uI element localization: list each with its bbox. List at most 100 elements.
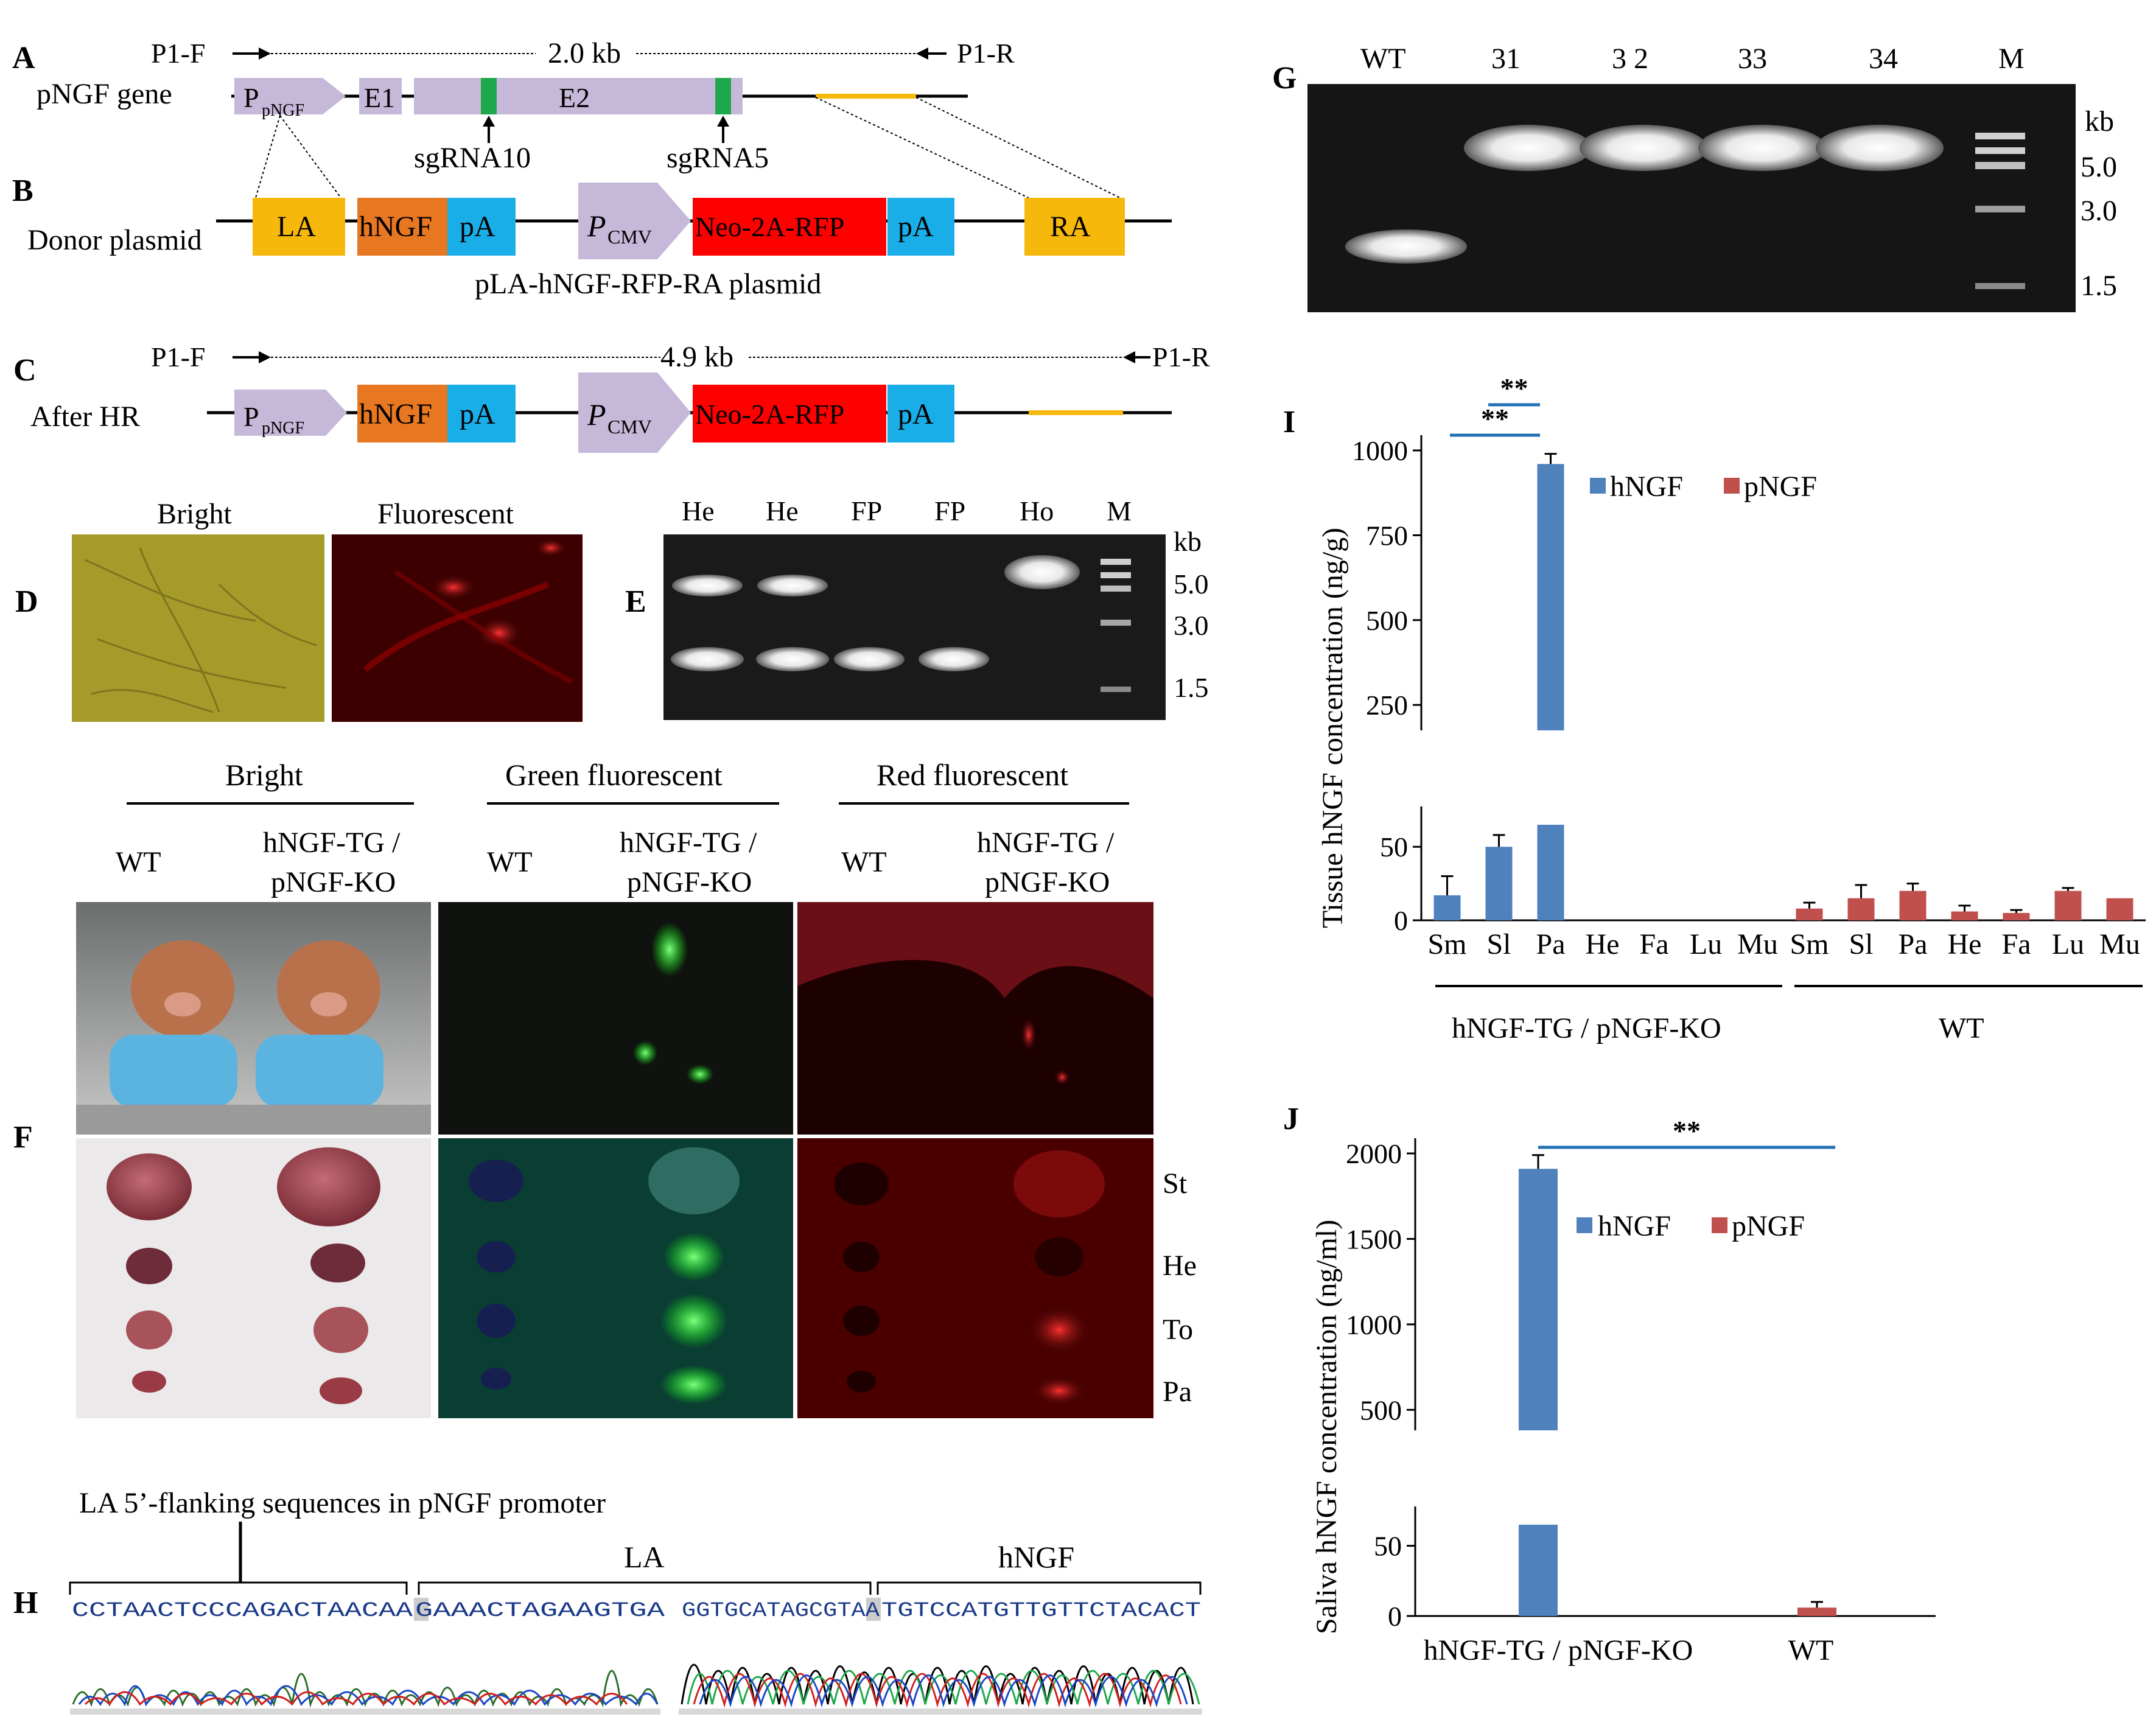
promoter-sub-c: pNGF: [262, 419, 304, 438]
chart-i-ylabel: Tissue hNGF concentration (ng/g): [1317, 528, 1349, 928]
panel-e: E He He FP FP Ho M kb 5.0 3.0: [625, 495, 1209, 720]
gel-e-lane-2: He: [766, 495, 799, 526]
tg-label-2: hNGF-TG /: [620, 827, 757, 859]
tg-label-3: hNGF-TG /: [977, 827, 1115, 859]
panel-letter-i: I: [1283, 405, 1295, 439]
chart-j-category-label: WT: [1788, 1634, 1834, 1667]
promoter-label: P: [243, 82, 259, 113]
sgrna5-arrowhead: [717, 116, 729, 127]
pa-box-c: [447, 385, 516, 442]
chart-i-category-label: He: [1586, 928, 1620, 960]
gel-g-image: [1307, 84, 2076, 312]
pa2-box-b: [887, 198, 954, 256]
bracket-hngf: [877, 1581, 1202, 1595]
chart-i-bar: [2003, 912, 2030, 920]
genotype-labels: WT hNGF-TG / pNGF-KO WT hNGF-TG / pNGF-K…: [116, 827, 1115, 898]
chart-j-ytick-label: 2000: [1346, 1138, 1402, 1169]
chart-i-bar: [1485, 847, 1513, 920]
primer-r-arrowhead: [916, 47, 928, 60]
length-a: 2.0 kb: [548, 37, 621, 69]
promoter-label-c: P: [243, 401, 259, 432]
gel-g-lane-2: 31: [1491, 43, 1521, 75]
la-guide-right: [279, 115, 341, 198]
pngf-gene-label: pNGF gene: [37, 78, 172, 110]
gel-g-lane-6: M: [1998, 43, 2025, 75]
organ-pa: Pa: [1163, 1376, 1192, 1408]
chart-i-bar: [1951, 911, 1978, 920]
junction-highlight-1: [414, 1598, 429, 1621]
chart-i-category-label: Sm: [1790, 928, 1829, 960]
cmv-promoter-c: [578, 373, 691, 453]
ko-label-2: pNGF-KO: [627, 866, 752, 898]
la-guide-left: [255, 115, 281, 198]
gel-e-marker-5: 5.0: [1174, 568, 1209, 600]
fluorescent-label-d: Fluorescent: [377, 498, 514, 530]
red-fluorescent-cells: [363, 538, 573, 684]
panel-letter-d: D: [15, 584, 38, 619]
legend-j-pngf: pNGF: [1732, 1210, 1805, 1242]
chart-i-category-label: Fa: [1640, 928, 1669, 960]
chart-j-bar: [1519, 1525, 1558, 1616]
bright-field-image: [72, 534, 324, 722]
gel-e-kb: kb: [1174, 526, 1202, 557]
panel-letter-b: B: [12, 173, 33, 208]
red-organs: [834, 1150, 1105, 1407]
chart-i-category-label: Pa: [1899, 928, 1928, 960]
panel-j: J Saliva hNGF concentration (ng/ml) 2000…: [1283, 1102, 1936, 1667]
pngf-promoter-c: [234, 390, 347, 436]
organ-to: To: [1163, 1313, 1193, 1346]
chart-j-ylabel: Saliva hNGF concentration (ng/ml): [1311, 1220, 1343, 1634]
panel-c: C P1-F 4.9 kb P1-R After HR P pNGF hNGF …: [13, 341, 1210, 453]
gel-g-lane-5: 34: [1869, 43, 1898, 75]
legend-i-hngf-swatch: [1590, 478, 1606, 494]
chart-j-ytick-label: 1500: [1346, 1223, 1402, 1254]
panel-letter-a: A: [12, 41, 35, 75]
bright-organs: [107, 1147, 380, 1404]
legend-j-hngf-swatch: [1577, 1217, 1592, 1233]
gel-e-lane-labels: He He FP FP Ho M: [682, 495, 1132, 526]
ra-box: [1024, 198, 1125, 256]
chart-i-category-label: Sm: [1427, 928, 1466, 960]
hngf-box-c: [357, 385, 447, 442]
legend-j-hngf: hNGF: [1598, 1210, 1671, 1242]
chart-j-category-label: hNGF-TG / pNGF-KO: [1424, 1634, 1693, 1667]
chart-j-ytick-label: 1000: [1346, 1309, 1402, 1340]
green-piglet-signals: [633, 922, 713, 1084]
hngf-label-c: hNGF: [359, 398, 432, 430]
chart-i-ytick-label: 750: [1366, 520, 1408, 551]
chart-i-bar: [1847, 898, 1875, 920]
panel-letter-c: C: [13, 353, 37, 388]
cmv-sub-c: CMV: [607, 416, 652, 438]
bracket-la: [418, 1581, 872, 1595]
fluorescent-image: [332, 534, 583, 722]
primer-f-arrowhead: [259, 47, 271, 60]
seq-promoter: CCTAACTCCCAGACTAACAA: [72, 1600, 413, 1623]
chart-i-category-label: Mu: [1737, 928, 1778, 960]
h-hngf-label: hNGF: [998, 1540, 1074, 1574]
primer-r-label: P1-R: [957, 38, 1015, 69]
chart-i-ytick-label: 50: [1380, 831, 1408, 862]
gel-e-lane-4: FP: [934, 495, 965, 526]
gel-e-marker-3: 3.0: [1174, 610, 1209, 641]
chart-i-group-labels: hNGF-TG / pNGF-KO WT: [1452, 1012, 1984, 1044]
gel-e-lane-3: FP: [851, 495, 882, 526]
ra-guide-left: [815, 97, 1029, 198]
red-piglet-signals: [797, 902, 1153, 1086]
chart-j-ytick-label: 0: [1388, 1601, 1402, 1632]
chart-i-category-label: Lu: [2052, 928, 2084, 960]
hngf-label-b: hNGF: [359, 211, 432, 243]
promoter-sub: pNGF: [262, 101, 304, 120]
chart-i-category-label: Sl: [1849, 928, 1873, 960]
panel-letter-j: J: [1283, 1102, 1299, 1136]
panel-letter-f: F: [13, 1120, 33, 1155]
gel-g-marker-1-5: 1.5: [2081, 270, 2117, 302]
chart-i-bar: [1537, 825, 1564, 920]
cmv-label-c: P: [587, 397, 606, 432]
sgrna10-site: [481, 78, 497, 114]
donor-plasmid-label: Donor plasmid: [27, 224, 202, 256]
gel-g-kb: kb: [2085, 105, 2114, 138]
exon1-box: [359, 78, 402, 114]
ko-label-1: pNGF-KO: [271, 866, 396, 898]
chart-i-ytick-label: 0: [1394, 905, 1408, 936]
